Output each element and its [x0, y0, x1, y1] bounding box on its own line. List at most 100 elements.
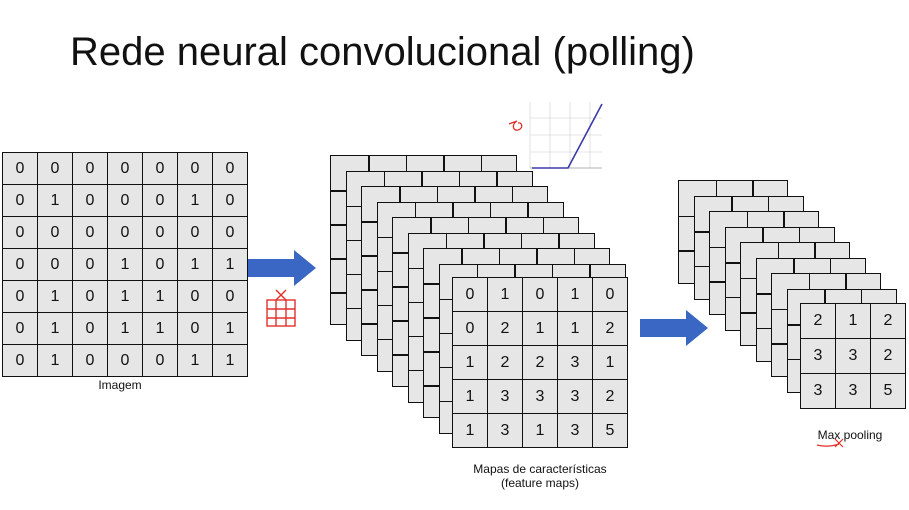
image-cell: 0: [142, 184, 178, 217]
right-arrow-icon: [248, 250, 316, 286]
pooled-cell: 3: [800, 373, 836, 409]
feature-map-cell: 1: [522, 311, 558, 346]
image-cell: 1: [37, 280, 73, 313]
right-arrow-icon: [640, 310, 708, 346]
image-cell: 1: [107, 248, 143, 281]
image-cell: 0: [72, 344, 108, 377]
feature-map-cell: 2: [487, 311, 523, 346]
feature-map-cell: 1: [592, 345, 628, 380]
feature-map-cell: 0: [522, 277, 558, 312]
feature-map-cell: 1: [557, 277, 593, 312]
image-cell: 0: [107, 184, 143, 217]
image-cell: 0: [72, 312, 108, 345]
feature-map-cell: 1: [557, 311, 593, 346]
image-cell: 0: [142, 216, 178, 249]
feature-map-cell: 0: [592, 277, 628, 312]
image-cell: 1: [177, 248, 213, 281]
relu-graph: [529, 102, 603, 169]
image-cell: 0: [2, 184, 38, 217]
image-cell: 1: [142, 280, 178, 313]
image-cell: 0: [72, 152, 108, 185]
image-cell: 0: [2, 312, 38, 345]
pooled-cell: 2: [800, 303, 836, 339]
image-cell: 1: [212, 312, 248, 345]
feature-map-cell: 2: [592, 379, 628, 414]
max-pooling-caption: Max pooling: [817, 428, 883, 442]
image-cell: 0: [72, 216, 108, 249]
pooled-cell: 5: [870, 373, 906, 409]
image-cell: 0: [107, 344, 143, 377]
image-cell: 0: [72, 280, 108, 313]
image-cell: 0: [177, 152, 213, 185]
feature-map-cell: 1: [452, 379, 488, 414]
image-cell: 0: [37, 248, 73, 281]
feature-map-cell: 3: [522, 379, 558, 414]
slide-title: Rede neural convolucional (polling): [70, 30, 695, 74]
image-cell: 0: [107, 152, 143, 185]
image-cell: 1: [177, 344, 213, 377]
feature-map-cell: 5: [592, 413, 628, 448]
pooled-cell: 1: [835, 303, 871, 339]
image-cell: 0: [212, 280, 248, 313]
image-cell: 1: [37, 184, 73, 217]
feature-map-cell: 1: [487, 277, 523, 312]
image-cell: 0: [2, 152, 38, 185]
image-cell: 0: [2, 280, 38, 313]
image-cell: 0: [177, 312, 213, 345]
image-cell: 0: [37, 152, 73, 185]
image-cell: 0: [142, 344, 178, 377]
pooled-cell: 2: [870, 338, 906, 374]
feature-map-cell: 2: [522, 345, 558, 380]
image-cell: 0: [107, 216, 143, 249]
image-cell: 0: [2, 248, 38, 281]
hand-drawn-grid-annotation: [266, 289, 296, 327]
image-cell: 0: [212, 184, 248, 217]
image-cell: 0: [2, 216, 38, 249]
image-cell: 0: [177, 216, 213, 249]
hand-drawn-underline-annotation: [816, 438, 844, 448]
image-cell: 0: [72, 248, 108, 281]
image-cell: 0: [2, 344, 38, 377]
image-cell: 1: [107, 312, 143, 345]
pooled-cell: 3: [835, 373, 871, 409]
feature-map-cell: 3: [487, 379, 523, 414]
feature-map-cell: 3: [557, 345, 593, 380]
image-cell: 1: [107, 280, 143, 313]
image-cell: 1: [177, 184, 213, 217]
feature-maps-caption-line1: Mapas de características: [473, 462, 607, 476]
feature-map-cell: 2: [487, 345, 523, 380]
image-cell: 0: [212, 216, 248, 249]
pooled-cell: 2: [870, 303, 906, 339]
feature-map-cell: 3: [557, 413, 593, 448]
image-cell: 1: [212, 344, 248, 377]
feature-map-cell: 3: [487, 413, 523, 448]
image-cell: 1: [212, 248, 248, 281]
image-cell: 0: [72, 184, 108, 217]
feature-maps-caption: Mapas de características (feature maps): [460, 462, 620, 490]
image-cell: 0: [212, 152, 248, 185]
image-cell: 0: [177, 280, 213, 313]
feature-map-cell: 1: [522, 413, 558, 448]
feature-map-cell: 0: [452, 277, 488, 312]
image-cell: 0: [37, 216, 73, 249]
feature-map-cell: 1: [452, 345, 488, 380]
feature-map-cell: 1: [452, 413, 488, 448]
